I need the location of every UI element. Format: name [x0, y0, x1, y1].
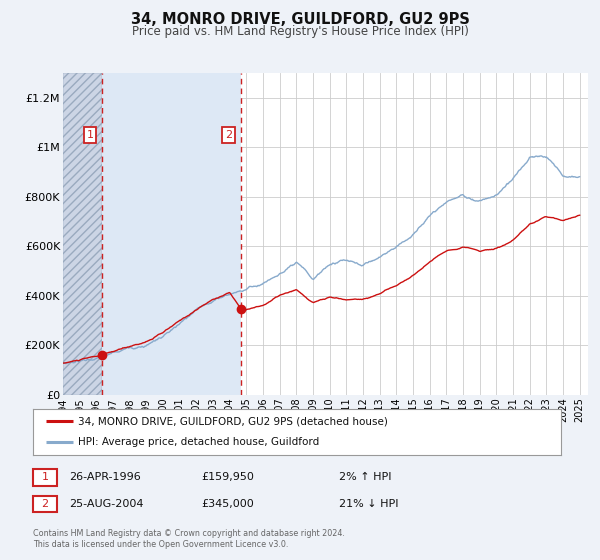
Text: Contains HM Land Registry data © Crown copyright and database right 2024.
This d: Contains HM Land Registry data © Crown c… [33, 529, 345, 549]
Text: 2: 2 [225, 130, 232, 140]
Text: Price paid vs. HM Land Registry's House Price Index (HPI): Price paid vs. HM Land Registry's House … [131, 25, 469, 38]
Bar [63, 73, 101, 395]
Text: 1: 1 [86, 130, 94, 140]
Text: £159,950: £159,950 [201, 472, 254, 482]
Text: 34, MONRO DRIVE, GUILDFORD, GU2 9PS (detached house): 34, MONRO DRIVE, GUILDFORD, GU2 9PS (det… [78, 416, 388, 426]
Text: 26-APR-1996: 26-APR-1996 [69, 472, 141, 482]
Text: 1: 1 [41, 472, 49, 482]
Text: 25-AUG-2004: 25-AUG-2004 [69, 499, 143, 509]
Text: £345,000: £345,000 [201, 499, 254, 509]
Text: HPI: Average price, detached house, Guildford: HPI: Average price, detached house, Guil… [78, 437, 319, 447]
Text: 2: 2 [41, 499, 49, 509]
Bar [101, 73, 241, 395]
Text: 2% ↑ HPI: 2% ↑ HPI [339, 472, 391, 482]
Text: 21% ↓ HPI: 21% ↓ HPI [339, 499, 398, 509]
Text: 34, MONRO DRIVE, GUILDFORD, GU2 9PS: 34, MONRO DRIVE, GUILDFORD, GU2 9PS [131, 12, 469, 27]
